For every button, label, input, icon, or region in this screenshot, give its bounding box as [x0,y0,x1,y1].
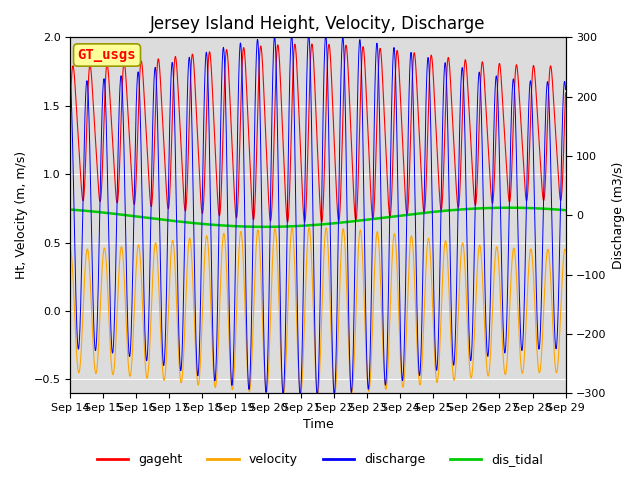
Y-axis label: Ht, Velocity (m, m/s): Ht, Velocity (m, m/s) [15,151,28,279]
Y-axis label: Discharge (m3/s): Discharge (m3/s) [612,162,625,269]
Title: Jersey Island Height, Velocity, Discharge: Jersey Island Height, Velocity, Discharg… [150,15,486,33]
Text: GT_usgs: GT_usgs [77,48,136,62]
X-axis label: Time: Time [303,419,333,432]
Legend: gageht, velocity, discharge, dis_tidal: gageht, velocity, discharge, dis_tidal [92,448,548,471]
